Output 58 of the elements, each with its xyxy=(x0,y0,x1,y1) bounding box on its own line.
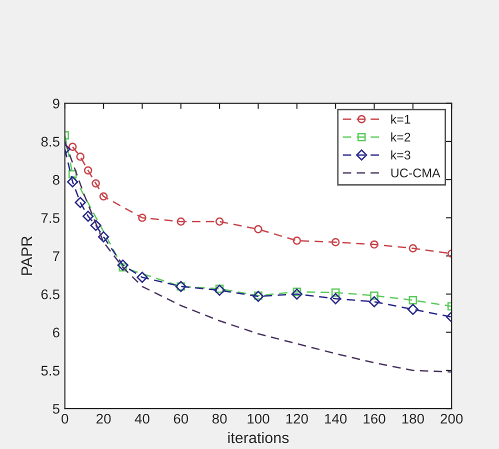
point xyxy=(138,214,146,222)
legend-label: k=2 xyxy=(391,132,410,142)
x-tick-label: 160 xyxy=(364,414,386,424)
y-tick-label: 6.5 xyxy=(41,289,60,300)
y-tick-label: 8 xyxy=(52,174,60,185)
y-tick-label: 5 xyxy=(52,404,60,414)
point xyxy=(98,231,110,242)
point xyxy=(292,288,302,296)
legend-label: UC-CMA xyxy=(391,168,440,178)
point xyxy=(330,293,342,304)
point xyxy=(407,304,419,315)
point xyxy=(118,263,128,272)
point xyxy=(76,152,85,161)
y-tick-label: 9 xyxy=(52,98,60,108)
x-tick-label: 0 xyxy=(62,414,68,424)
point xyxy=(68,142,77,151)
point xyxy=(370,291,378,300)
point xyxy=(82,210,94,222)
point xyxy=(90,220,102,232)
x-tick-label: 20 xyxy=(96,414,111,424)
point xyxy=(408,296,418,304)
point xyxy=(74,196,86,208)
x-tick-label: 140 xyxy=(325,414,347,424)
x-tick-label: 120 xyxy=(286,414,308,424)
point xyxy=(136,272,148,283)
point xyxy=(117,259,128,271)
point xyxy=(176,217,186,226)
line-series xyxy=(64,140,452,373)
point xyxy=(291,288,303,300)
x-tick-label: 200 xyxy=(440,414,463,424)
point xyxy=(370,240,378,249)
point xyxy=(68,170,77,178)
point xyxy=(254,225,262,234)
legend-label: k=3 xyxy=(391,150,410,160)
point xyxy=(214,284,226,296)
y-tick-label: 8.5 xyxy=(41,136,60,147)
point xyxy=(215,217,224,226)
x-tick-label: 100 xyxy=(248,414,270,424)
point xyxy=(368,296,380,308)
x-tick-label: 60 xyxy=(174,414,188,424)
x-tick-label: 40 xyxy=(134,414,150,424)
point xyxy=(331,238,340,246)
point xyxy=(331,288,340,297)
point xyxy=(92,179,100,188)
x-axis-title: iterations xyxy=(228,432,289,444)
y-tick-label: 6 xyxy=(52,328,60,338)
x-tick-label: 80 xyxy=(212,414,227,424)
x-tick-label: 180 xyxy=(402,414,424,424)
point xyxy=(292,236,302,245)
legend-label: k=1 xyxy=(391,114,410,124)
y-axis-title: PAPR xyxy=(21,236,32,275)
y-tick-label: 7 xyxy=(52,251,60,261)
y-tick-label: 5.5 xyxy=(41,366,60,376)
point xyxy=(408,244,418,252)
y-tick-label: 7.5 xyxy=(41,213,60,223)
point xyxy=(67,176,78,188)
point xyxy=(84,166,92,175)
point xyxy=(99,192,108,201)
